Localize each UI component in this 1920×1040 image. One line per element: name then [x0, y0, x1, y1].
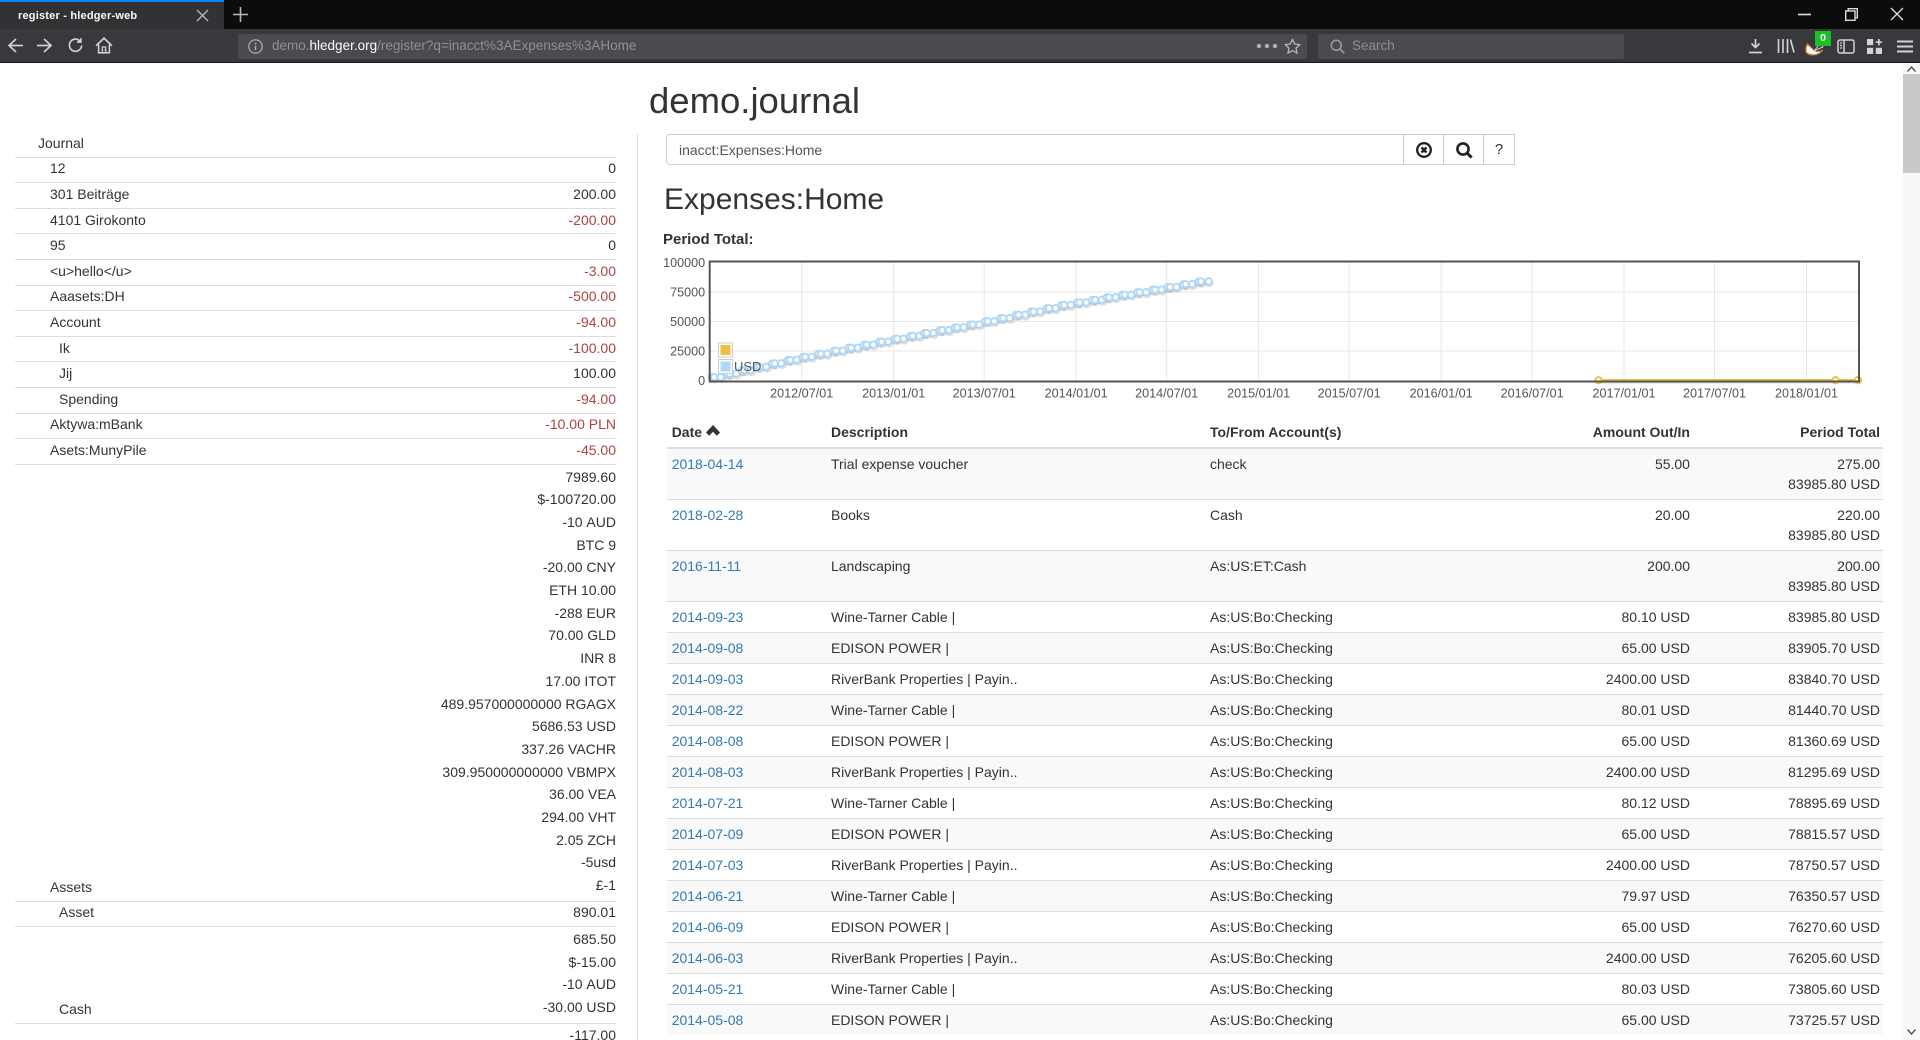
svg-text:50000: 50000	[670, 315, 705, 329]
svg-text:2018/01/01: 2018/01/01	[1775, 386, 1838, 400]
svg-text:100000: 100000	[663, 256, 705, 270]
svg-text:2017/01/01: 2017/01/01	[1592, 386, 1655, 400]
svg-text:25000: 25000	[670, 345, 705, 359]
svg-text:2015/01/01: 2015/01/01	[1227, 386, 1290, 400]
svg-text:2014/07/01: 2014/07/01	[1135, 386, 1198, 400]
svg-text:2015/07/01: 2015/07/01	[1318, 386, 1381, 400]
svg-text:2014/01/01: 2014/01/01	[1045, 386, 1108, 400]
svg-text:75000: 75000	[670, 286, 705, 300]
svg-text:2013/01/01: 2013/01/01	[862, 386, 925, 400]
svg-text:2017/07/01: 2017/07/01	[1683, 386, 1746, 400]
svg-text:2012/07/01: 2012/07/01	[770, 386, 833, 400]
svg-text:2016/01/01: 2016/01/01	[1410, 386, 1473, 400]
svg-text:2013/07/01: 2013/07/01	[953, 386, 1016, 400]
svg-text:0: 0	[698, 374, 705, 388]
svg-text:2016/07/01: 2016/07/01	[1501, 386, 1564, 400]
svg-text:USD: USD	[734, 359, 761, 374]
